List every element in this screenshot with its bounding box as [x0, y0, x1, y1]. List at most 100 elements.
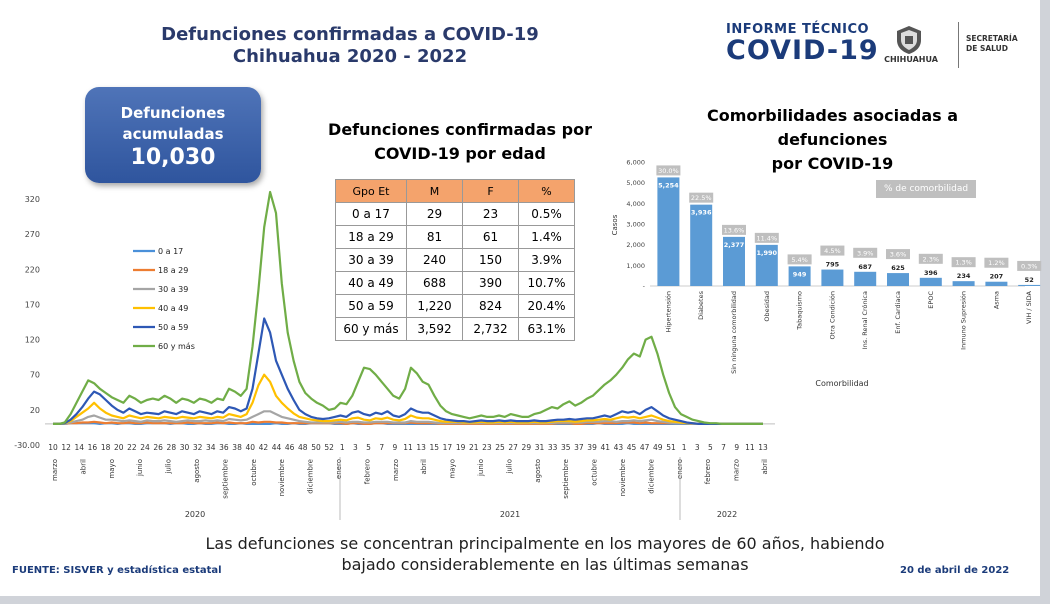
category-label: Asma [992, 291, 1000, 309]
percent-label-box [656, 165, 681, 176]
category-label: EPOC [927, 291, 935, 309]
kpi-label: Defunciones acumuladas [85, 103, 261, 145]
percent-label: 13.6% [724, 226, 745, 234]
bar-value-label: 625 [891, 264, 905, 272]
x-tick-label: 13 [758, 443, 768, 452]
x-tick-label: 1 [340, 443, 345, 452]
category-label: Tabaquismo [796, 291, 804, 331]
date-label: 20 de abril de 2022 [900, 565, 1010, 576]
x-tick-label: 25 [495, 443, 505, 452]
month-label: agosto [193, 459, 201, 483]
bar [657, 177, 680, 286]
percent-label-box [689, 192, 714, 203]
table-cell: 23 [462, 202, 519, 226]
table-cell: 40 a 49 [335, 271, 407, 295]
bar [821, 269, 844, 286]
percent-label-box [984, 257, 1009, 268]
age-col-header: % [518, 179, 575, 203]
frame-right-border [1040, 0, 1050, 604]
x-tick-label: 33 [548, 443, 558, 452]
kpi-label-line-1: Defunciones [120, 104, 226, 122]
x-tick-label: 49 [653, 443, 663, 452]
age-table-header-row: Gpo Et M F % [335, 179, 575, 203]
month-label: agosto [534, 459, 542, 483]
month-label: diciembre [647, 459, 655, 494]
bar-value-label: 949 [793, 270, 807, 278]
x-tick-label: 32 [193, 443, 203, 452]
x-tick-label: 5 [708, 443, 713, 452]
bar [1018, 284, 1041, 286]
month-label: enero [335, 459, 343, 479]
x-tick-label: 15 [430, 443, 440, 452]
y-tick-label: 320 [25, 195, 40, 204]
y-tick-label: 170 [25, 300, 40, 309]
x-tick-label: 3 [353, 443, 358, 452]
category-label: Ins. Renal Crónica [861, 291, 869, 349]
x-tick-label: 50 [311, 443, 321, 452]
x-tick-label: 39 [587, 443, 597, 452]
y-tick-label: 270 [25, 230, 40, 239]
table-cell: 63.1% [518, 317, 575, 341]
y-tick-label: 2,000 [626, 241, 645, 249]
category-label: VIH / SIDA [1025, 290, 1033, 324]
percent-label-box [1017, 260, 1042, 271]
legend-label: 30 a 39 [158, 285, 188, 294]
y-tick-label: 1,000 [626, 262, 645, 270]
x-tick-label: 52 [324, 443, 334, 452]
month-label: junio [477, 459, 485, 477]
year-label: 2022 [717, 510, 737, 519]
bar [788, 266, 811, 286]
category-label: Obesidad [763, 291, 771, 322]
table-row: 60 y más 3,592 2,732 63.1% [335, 317, 575, 341]
month-label: septiembre [221, 459, 229, 499]
percent-label: 1.2% [988, 259, 1005, 267]
bar [755, 244, 778, 286]
age-title-line-2: COVID-19 por edad [374, 144, 546, 163]
secretaria-line-2: DE SALUD [966, 44, 1008, 53]
x-tick-label: 22 [127, 443, 137, 452]
legend-label: 50 a 59 [158, 323, 188, 332]
month-label: octubre [250, 459, 258, 486]
x-tick-label: 37 [574, 443, 584, 452]
logo-informe-tecnico: INFORME TÉCNICO [726, 22, 870, 37]
month-label: septiembre [562, 459, 570, 499]
table-cell: 50 a 59 [335, 294, 407, 318]
bar [985, 281, 1008, 286]
comorbidity-legend: % de comorbilidad [876, 180, 976, 198]
legend-label: 60 y más [158, 342, 195, 351]
bar-value-label: 3,936 [691, 209, 712, 217]
bar [887, 273, 909, 286]
x-axis-label: Comorbilidad [815, 379, 868, 388]
x-tick-label: 20 [114, 443, 124, 452]
series-line [53, 373, 763, 425]
age-col-header: M [406, 179, 463, 203]
month-label: abril [79, 459, 87, 475]
year-label: 2021 [500, 510, 520, 519]
y-tick-label: 5,000 [626, 179, 645, 187]
secretaria-label: SECRETARÍA DE SALUD [966, 34, 1018, 54]
y-tick-label: 20 [30, 406, 40, 415]
title-line-1: Defunciones confirmadas a COVID-19 [161, 24, 539, 45]
percent-label-box [886, 249, 910, 260]
month-label: febrero [363, 459, 371, 484]
percent-label: 1.3% [955, 259, 972, 267]
y-tick-label: - [643, 283, 646, 291]
percent-label-box [820, 245, 845, 256]
kpi-label-line-2: acumuladas [122, 125, 224, 143]
bar-value-label: 5,254 [658, 181, 679, 189]
x-tick-label: 19 [456, 443, 466, 452]
bar-value-label: 396 [924, 269, 938, 277]
table-row: 18 a 29 81 61 1.4% [335, 225, 575, 249]
x-tick-label: 26 [153, 443, 163, 452]
bar [690, 204, 713, 286]
x-tick-label: 40 [245, 443, 255, 452]
report-logo: INFORME TÉCNICO COVID-19 CHIHUAHUA SECRE… [726, 22, 1026, 70]
percent-label: 11.4% [756, 234, 777, 242]
x-tick-label: 9 [392, 443, 397, 452]
x-tick-label: 18 [101, 443, 111, 452]
x-tick-label: 44 [272, 443, 282, 452]
y-tick-label: 3,000 [626, 221, 645, 229]
category-label: Otra Condición [828, 291, 836, 339]
percent-label-box [722, 224, 746, 235]
